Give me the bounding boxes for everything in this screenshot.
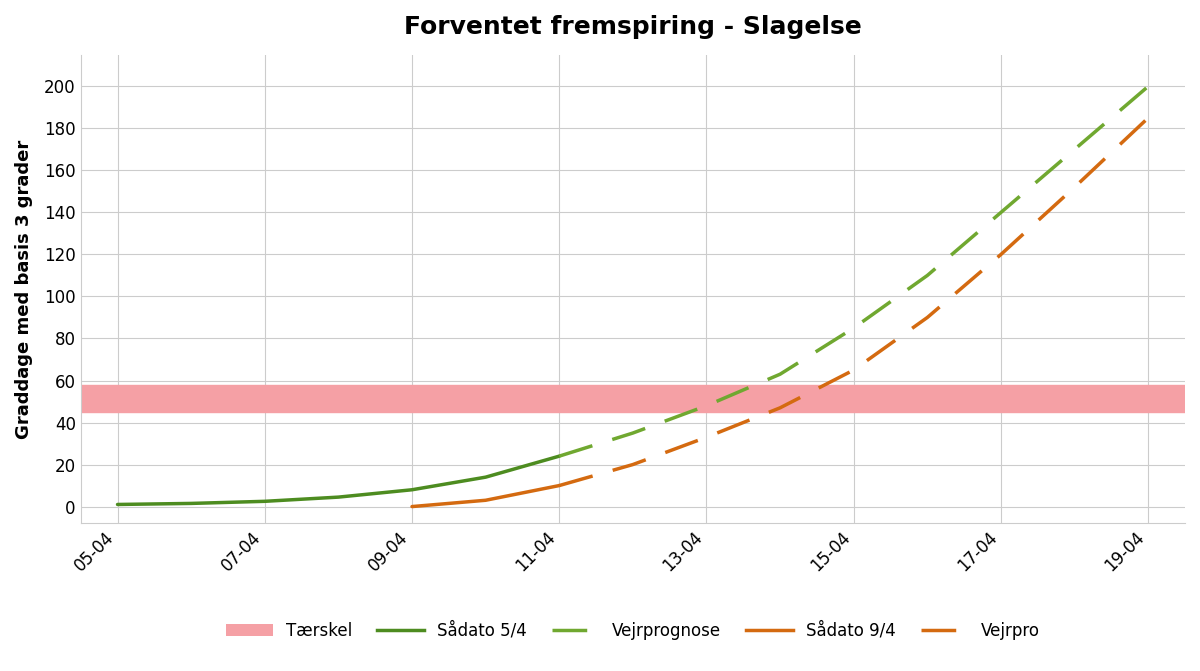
Title: Forventet fremspiring - Slagelse: Forventet fremspiring - Slagelse — [404, 15, 862, 39]
Legend: Tærskel, Sådato 5/4, Vejrprognose, Sådato 9/4, Vejrpro: Tærskel, Sådato 5/4, Vejrprognose, Sådat… — [220, 615, 1046, 646]
Bar — [80, 384, 1186, 412]
Y-axis label: Graddage med basis 3 grader: Graddage med basis 3 grader — [16, 140, 34, 439]
